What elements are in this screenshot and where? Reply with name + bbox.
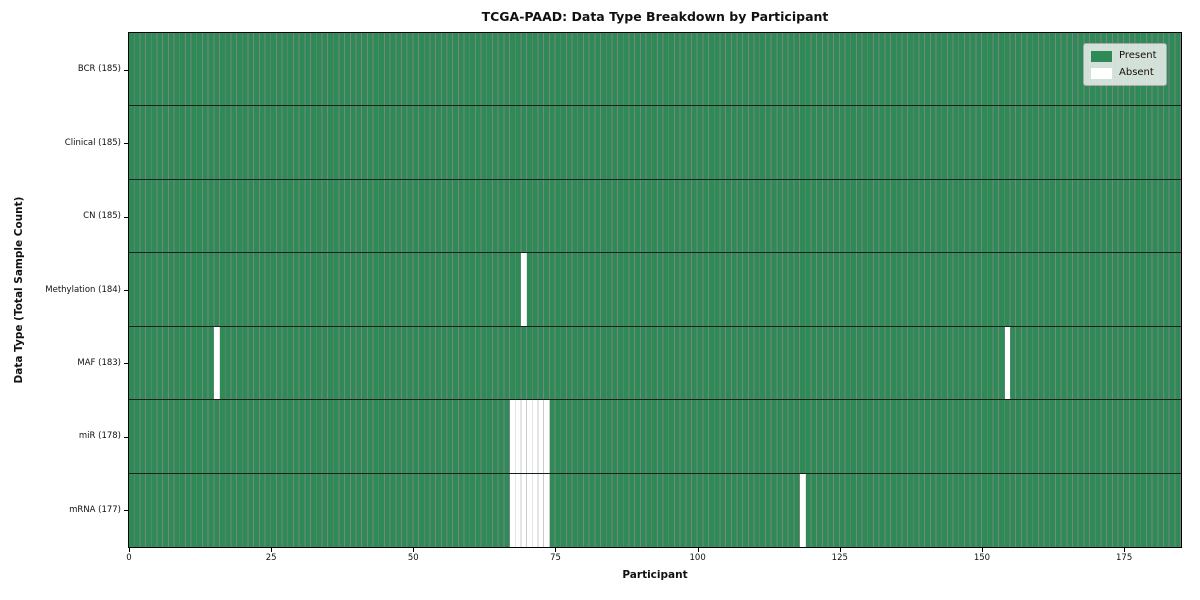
plot-area	[128, 32, 1182, 548]
y-tick-label: Methylation (184)	[45, 284, 121, 295]
y-tick-label: CN (185)	[83, 211, 121, 222]
x-tick-mark	[697, 548, 699, 552]
y-tick-label: MAF (183)	[77, 357, 121, 368]
legend-item-absent: Absent	[1091, 66, 1157, 80]
y-tick-mark	[124, 143, 128, 144]
x-tick-mark	[413, 548, 415, 552]
x-tick-label: 0	[126, 553, 132, 563]
absent-cell-block	[800, 473, 806, 547]
heatmap-row-mrna	[129, 473, 1181, 547]
x-tick-label: 150	[973, 553, 991, 563]
absent-cell-block	[1004, 326, 1011, 400]
y-tick-mark	[124, 217, 128, 218]
x-tick-mark	[981, 548, 983, 552]
heatmap-row-mir	[129, 400, 1181, 474]
y-tick-mark	[124, 363, 128, 364]
x-tick-mark	[555, 548, 557, 552]
y-tick-label: mRNA (177)	[69, 504, 121, 515]
legend-label-absent: Absent	[1119, 67, 1154, 78]
y-tick-label: Clinical (185)	[64, 137, 121, 148]
y-tick-label: miR (178)	[78, 431, 121, 442]
legend-swatch-absent-icon	[1091, 67, 1112, 79]
y-tick-mark	[124, 510, 128, 511]
heatmap-row-maf	[129, 326, 1181, 401]
legend-swatch-present-icon	[1091, 50, 1112, 62]
x-tick-mark	[1124, 548, 1126, 552]
x-tick-label: 75	[550, 553, 561, 563]
chart-title: TCGA-PAAD: Data Type Breakdown by Partic…	[481, 9, 829, 24]
x-tick-label: 50	[407, 553, 419, 563]
y-tick-mark	[124, 290, 128, 291]
y-tick-label: BCR (185)	[77, 64, 121, 75]
x-tick-label: 100	[689, 553, 706, 563]
x-axis-label: Participant	[622, 569, 688, 581]
heatmap-row-bcr	[129, 33, 1181, 107]
x-tick-label: 25	[265, 553, 277, 563]
y-tick-mark	[124, 70, 128, 71]
legend: Present Absent	[1083, 43, 1167, 86]
absent-cell-block	[509, 473, 550, 547]
heatmap-row-cn	[129, 179, 1181, 254]
legend-label-present: Present	[1119, 50, 1157, 61]
x-tick-label: 175	[1116, 553, 1133, 563]
legend-item-present: Present	[1091, 49, 1157, 63]
x-tick-label: 125	[831, 553, 848, 563]
y-tick-mark	[124, 437, 128, 438]
heatmap-row-clinical	[129, 106, 1181, 180]
heatmap-row-methylation	[129, 253, 1181, 327]
absent-cell-block	[509, 400, 550, 473]
x-tick-mark	[129, 548, 130, 552]
x-tick-mark	[839, 548, 841, 552]
absent-cell-block	[521, 253, 528, 326]
x-tick-mark	[271, 548, 273, 552]
absent-cell-block	[214, 326, 220, 400]
